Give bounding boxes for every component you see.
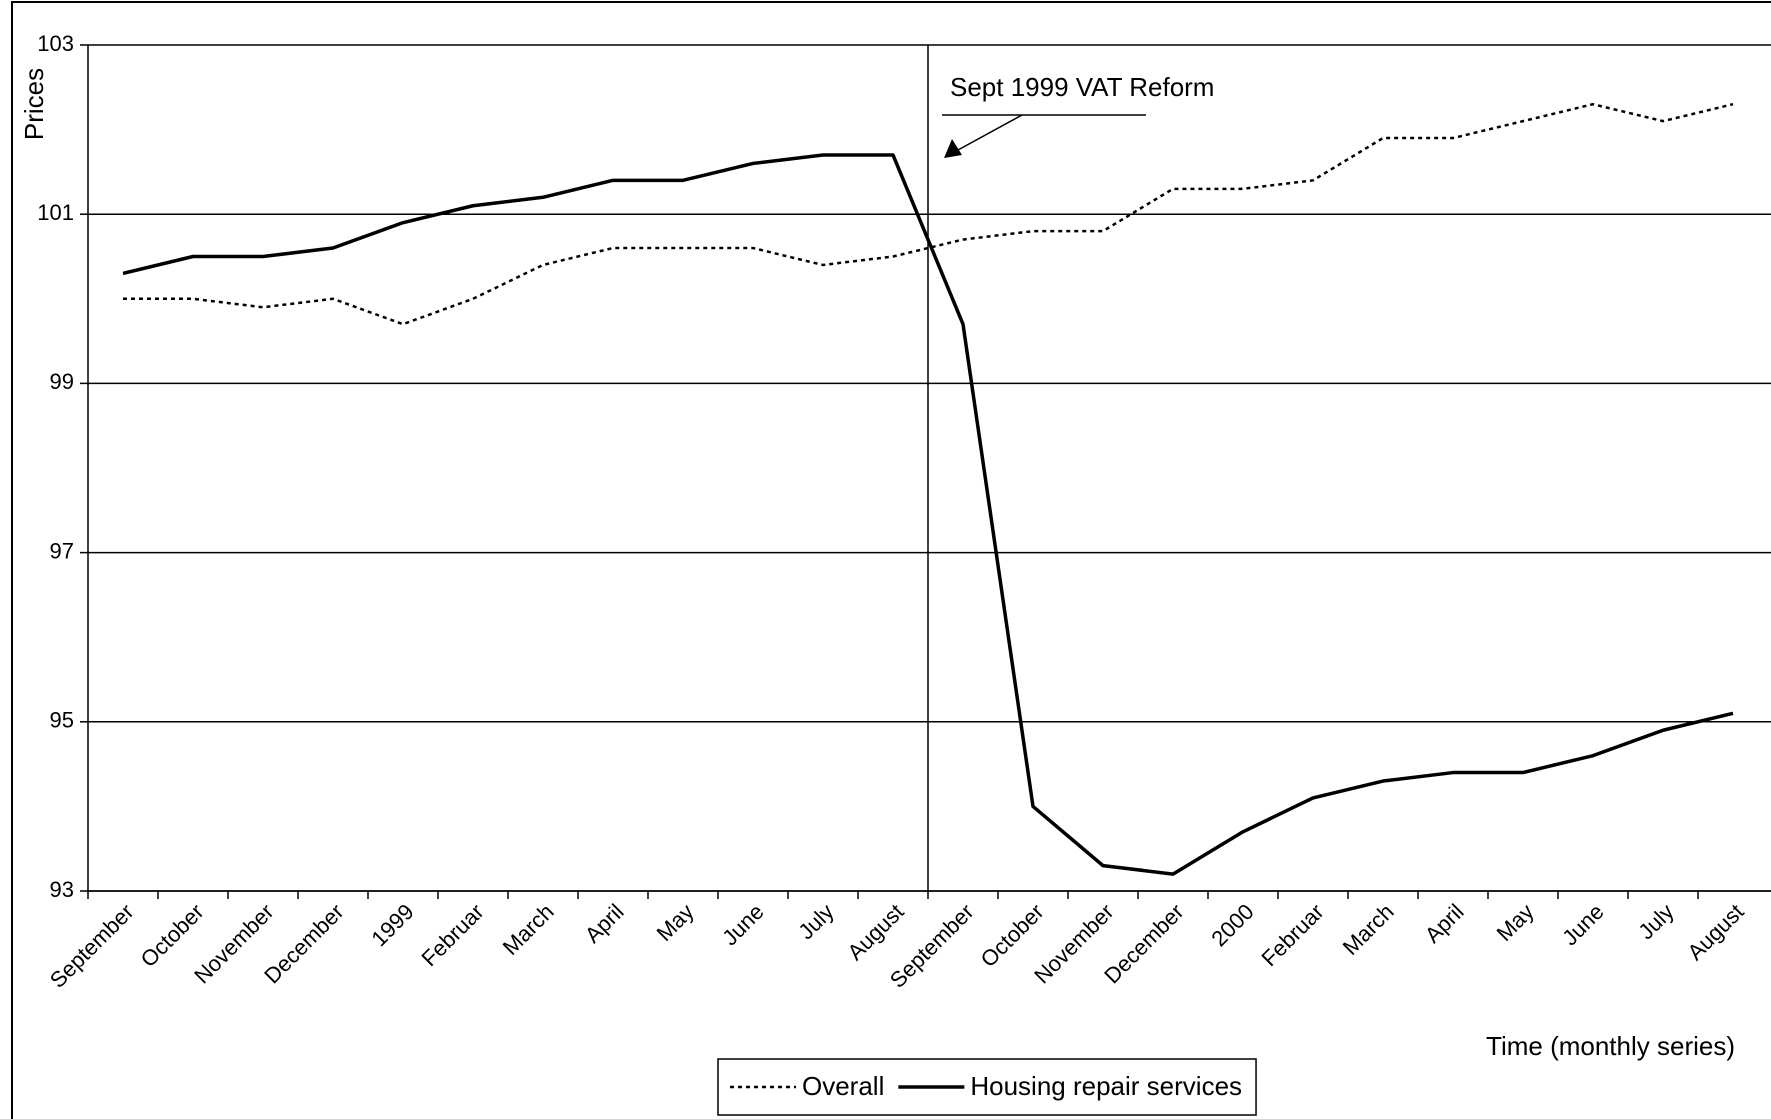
legend-box [717,1058,1257,1116]
x-tick-label: August [843,899,909,965]
x-tick-label: 2000 [1206,899,1258,951]
x-tick-label: April [580,899,629,948]
legend-label: Overall [802,1071,884,1101]
x-tick-label: March [498,899,559,960]
x-tick-label: July [1633,899,1678,944]
annotation-text: Sept 1999 VAT Reform [950,72,1214,102]
x-tick-label: Februar [1256,899,1328,971]
x-tick-label: September [45,899,139,993]
data-line [122,153,1734,876]
x-tick-label: May [1492,899,1539,946]
x-tick-label: May [652,899,699,946]
x-tick-label: Februar [416,899,488,971]
data-line [123,102,1734,326]
y-tick-label: 95 [50,708,74,733]
y-axis-label: Prices [19,68,49,140]
x-tick-label: April [1420,899,1469,948]
annotation-arrow [957,114,1023,151]
chart-border [11,1,1771,1119]
x-tick-label: August [1683,899,1749,965]
x-axis-label: Time (monthly series) [1486,1031,1735,1061]
x-tick-label: March [1338,899,1399,960]
annotation-arrowhead [944,139,962,158]
legend: Overall Housing repair services [717,1058,1257,1116]
y-tick-label: 93 [50,877,74,902]
x-tick-label: July [793,899,838,944]
x-tick-label: June [717,899,768,950]
y-tick-label: 103 [37,31,74,56]
y-tick-label: 101 [37,200,74,225]
x-tick-label: 1999 [366,899,418,951]
y-tick-label: 97 [50,538,74,563]
x-tick-label: June [1557,899,1608,950]
legend-label: Housing repair services [970,1071,1242,1101]
y-tick-label: 99 [50,369,74,394]
